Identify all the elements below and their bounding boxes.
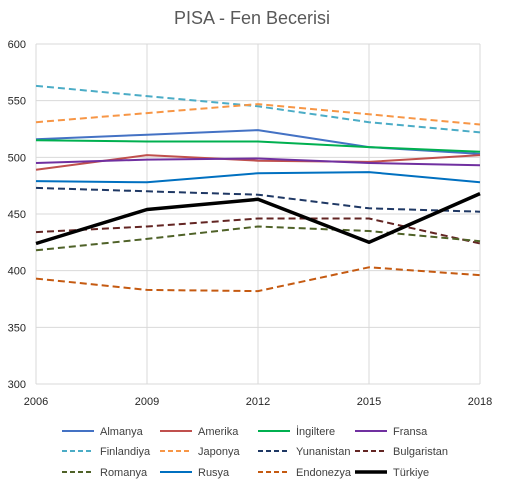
y-tick-label: 300 <box>8 379 26 391</box>
legend-label-rusya: Rusya <box>198 467 230 479</box>
legend-label-almanya: Almanya <box>100 426 144 438</box>
y-tick-label: 500 <box>8 152 26 164</box>
legend-label-endonezya: Endonezya <box>296 467 352 479</box>
legend-label-yunanistan: Yunanistan <box>296 446 350 458</box>
series-line-yunanistan <box>35 186 481 213</box>
x-tick-label: 2018 <box>468 396 492 408</box>
legend-label-fransa: Fransa <box>393 426 428 438</box>
y-tick-label: 600 <box>8 39 26 51</box>
x-tick-label: 2006 <box>24 396 48 408</box>
x-tick-label: 2012 <box>246 396 270 408</box>
y-tick-label: 400 <box>8 266 26 278</box>
legend-label-amerika: Amerika <box>198 426 239 438</box>
chart-title: PISA - Fen Becerisi <box>174 8 330 28</box>
x-tick-label: 2015 <box>357 396 381 408</box>
y-tick-label: 350 <box>8 322 26 334</box>
series-line-endonezya <box>35 266 481 293</box>
legend-label-i-ngiltere: İngiltere <box>296 425 335 438</box>
series-line-fransa <box>35 157 481 167</box>
legend-label-bulgaristan: Bulgaristan <box>393 446 448 458</box>
series-line-rusya <box>35 171 481 184</box>
y-tick-label: 550 <box>8 96 26 108</box>
legend-label-türkiye: Türkiye <box>393 467 429 479</box>
series-line-japonya <box>35 103 481 126</box>
legend-label-finlandiya: Finlandiya <box>100 446 151 458</box>
legend-label-japonya: Japonya <box>198 446 240 458</box>
x-tick-label: 2009 <box>135 396 159 408</box>
series-line-bulgaristan <box>35 217 481 245</box>
series-line-romanya <box>35 225 481 252</box>
series-line-türkiye <box>35 191 481 246</box>
series-line-i-ngiltere <box>35 139 481 153</box>
legend-label-romanya: Romanya <box>100 467 148 479</box>
series-line-finlandiya <box>35 84 481 134</box>
y-tick-label: 450 <box>8 209 26 221</box>
